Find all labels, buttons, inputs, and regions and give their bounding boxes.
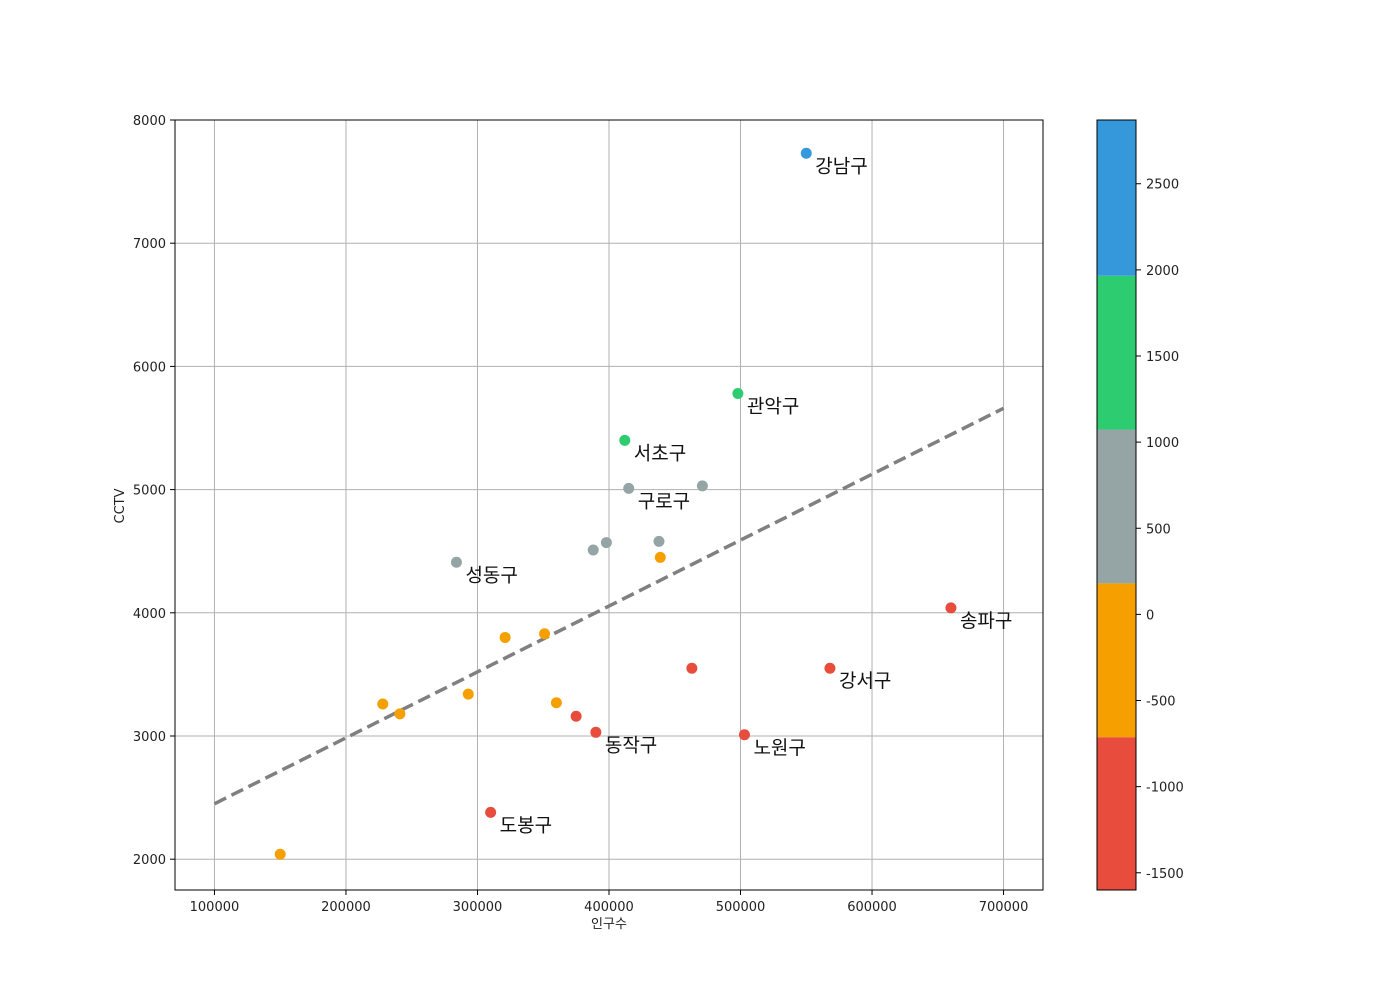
x-tick-label: 700000 xyxy=(979,900,1029,915)
x-tick-label: 400000 xyxy=(584,900,634,915)
scatter-point xyxy=(600,537,612,549)
x-ticks: 100000 200000 300000 400000 500000 600000 7000… xyxy=(190,890,1029,915)
scatter-point xyxy=(550,697,562,709)
colorbar-band xyxy=(1097,429,1136,584)
colorbar: -1500 -1000 -500 0 500 1000 1500 2000 2500 xyxy=(1096,119,1184,891)
y-tick-label: 7000 xyxy=(133,237,166,252)
scatter-point xyxy=(539,628,551,640)
point-label: 강서구 xyxy=(839,670,891,692)
colorbar-ticks: -1500 -1000 -500 0 500 1000 1500 2000 2500 xyxy=(1136,178,1184,882)
point-label: 성동구 xyxy=(465,564,517,586)
scatter-point xyxy=(945,602,957,614)
y-ticks: 2000 3000 4000 5000 6000 7000 8000 xyxy=(133,114,175,868)
point-label: 구로구 xyxy=(638,490,690,512)
x-tick-label: 300000 xyxy=(453,900,503,915)
colorbar-tick-label: 0 xyxy=(1146,608,1154,623)
scatter-point xyxy=(570,710,582,722)
scatter-point xyxy=(800,147,812,159)
scatter-point xyxy=(394,708,406,720)
scatter-point xyxy=(696,480,708,492)
point-label: 도봉구 xyxy=(500,814,552,836)
point-label: 강남구 xyxy=(815,155,867,177)
y-tick-label: 6000 xyxy=(133,360,166,375)
y-tick-label: 3000 xyxy=(133,730,166,745)
colorbar-tick-label: -500 xyxy=(1146,695,1176,710)
scatter-point xyxy=(462,688,474,700)
colorbar-band xyxy=(1097,275,1136,430)
colorbar-band xyxy=(1097,583,1136,738)
trend-line xyxy=(213,406,1005,806)
scatter-point xyxy=(738,729,750,741)
scatter-point xyxy=(587,544,599,556)
y-tick-label: 4000 xyxy=(133,607,166,622)
colorbar-frame xyxy=(1096,119,1137,891)
y-tick-label: 2000 xyxy=(133,853,166,868)
colorbar-tick-label: 1000 xyxy=(1146,436,1179,451)
scatter-point xyxy=(590,726,602,738)
point-label: 송파구 xyxy=(960,610,1012,632)
scatter-point xyxy=(499,631,511,643)
point-label: 관악구 xyxy=(747,396,799,418)
y-axis-label: CCTV xyxy=(113,488,128,523)
x-tick-label: 200000 xyxy=(321,900,371,915)
point-label: 동작구 xyxy=(605,734,657,756)
trend-line-group xyxy=(213,406,1005,806)
scatter-point xyxy=(274,848,286,860)
colorbar-tick-label: -1500 xyxy=(1146,867,1184,882)
scatter-point xyxy=(686,662,698,674)
colorbar-tick-label: 2500 xyxy=(1146,178,1179,193)
scatter-point xyxy=(377,698,389,710)
colorbar-bands xyxy=(1097,120,1136,890)
scatter-point xyxy=(450,556,462,568)
x-axis-label: 인구수 xyxy=(591,917,627,932)
colorbar-band xyxy=(1097,120,1136,276)
x-tick-label: 600000 xyxy=(847,900,897,915)
point-label: 서초구 xyxy=(634,442,686,464)
scatter-point xyxy=(623,482,635,494)
colorbar-tick-label: 1500 xyxy=(1146,350,1179,365)
colorbar-tick-label: 2000 xyxy=(1146,264,1179,279)
x-tick-label: 100000 xyxy=(190,900,240,915)
colorbar-tick-label: 500 xyxy=(1146,522,1171,537)
scatter-point xyxy=(732,388,744,400)
grid xyxy=(175,119,1043,890)
scatter-point xyxy=(653,535,665,547)
y-tick-label: 8000 xyxy=(133,114,166,129)
scatter-point xyxy=(485,806,497,818)
x-tick-label: 500000 xyxy=(716,900,766,915)
colorbar-band xyxy=(1097,737,1136,890)
points-group xyxy=(274,147,957,860)
scatter-point xyxy=(654,551,666,563)
point-label: 노원구 xyxy=(753,737,805,759)
colorbar-tick-label: -1000 xyxy=(1146,781,1184,796)
scatter-point xyxy=(824,662,836,674)
y-tick-label: 5000 xyxy=(133,484,166,499)
scatter-point xyxy=(619,434,631,446)
